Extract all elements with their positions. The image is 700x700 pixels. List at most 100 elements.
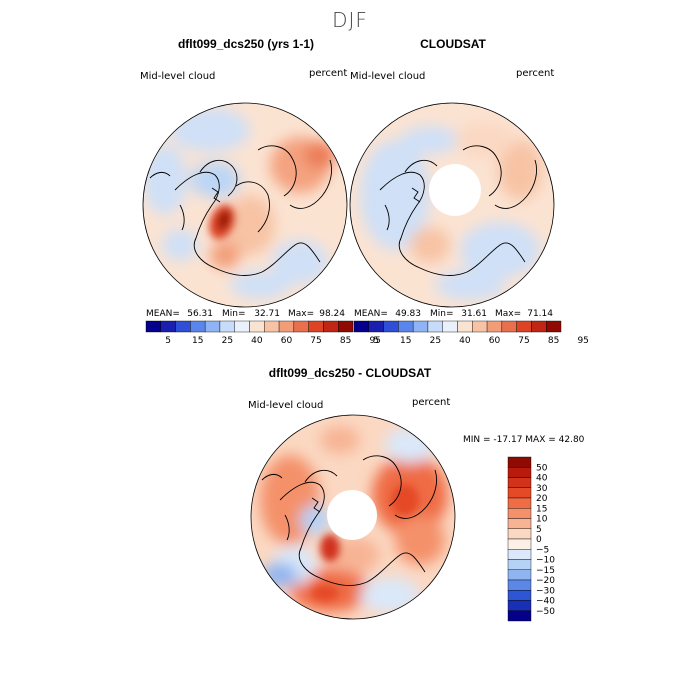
- colorbar-box: [507, 610, 532, 622]
- colorbar-tick-label: 75: [518, 336, 529, 346]
- panel-model-min-label: Min=: [222, 309, 246, 319]
- panel-model-coastlines: [149, 145, 333, 276]
- colorbar-box: [145, 320, 161, 333]
- colorbar-box: [516, 320, 532, 333]
- colorbar-box: [507, 518, 532, 529]
- colorbar-box: [507, 456, 532, 468]
- panel-model-max-value: 98.24: [319, 309, 345, 319]
- panel-model-units-label: percent: [309, 68, 347, 79]
- colorbar-tick-label: 15: [192, 336, 203, 346]
- colorbar-tick-label: −10: [536, 556, 555, 566]
- colorbar-tick-label: 40: [459, 336, 471, 346]
- panel-cloudsat-min-label: Min=: [430, 309, 454, 319]
- colorbar-box: [412, 320, 429, 333]
- panel-cloudsat-max-value: 71.14: [527, 309, 553, 319]
- panel-cloudsat-units-label: percent: [516, 68, 554, 79]
- colorbar-box: [160, 320, 176, 333]
- colorbar-tick-label: 75: [310, 336, 321, 346]
- colorbar-tick-label: 85: [548, 336, 559, 346]
- colorbar-box: [457, 320, 473, 333]
- panel-cloudsat-boundary: [349, 102, 555, 308]
- panel-cloudsat-max-label: Max=: [495, 309, 521, 319]
- colorbar-tick-label: 5: [165, 336, 171, 346]
- panel-cloudsat-coastlines: [379, 145, 538, 276]
- colorbar-box: [507, 549, 532, 560]
- colorbar-box: [442, 320, 458, 333]
- colorbar-box: [323, 320, 339, 333]
- panel-cloudsat-mean-label: MEAN=: [354, 309, 388, 319]
- panel-cloudsat-min-value: 31.61: [461, 309, 487, 319]
- colorbar-box: [507, 600, 532, 611]
- panel-model-stats: MEAN= 56.31 Min= 32.71 Max= 98.24: [146, 309, 345, 319]
- panel-model: dflt099_dcs250 (yrs 1-1) Mid-level cloud…: [140, 37, 381, 346]
- colorbar-tick-label: −30: [536, 586, 555, 596]
- colorbar-box: [338, 320, 354, 333]
- colorbar-box: [264, 320, 280, 333]
- panel-cloudsat: CLOUDSAT Mid-level cloud percent: [349, 37, 589, 346]
- colorbar-box: [219, 320, 235, 333]
- colorbar-tick-label: 50: [536, 463, 548, 473]
- colorbar-tick-label: 95: [369, 336, 380, 346]
- colorbar-box: [293, 320, 309, 333]
- panel-difference-title: dflt099_dcs250 - CLOUDSAT: [269, 366, 432, 380]
- colorbar-box: [507, 477, 532, 488]
- colorbar-box: [507, 569, 532, 581]
- panel-difference-map: [251, 415, 455, 619]
- colorbar-tick-label: −20: [536, 576, 555, 586]
- panel-model-map: [143, 103, 347, 307]
- panel-difference: dflt099_dcs250 - CLOUDSAT Mid-level clou…: [248, 366, 585, 622]
- colorbar-box: [249, 320, 265, 333]
- colorbar-box: [507, 487, 532, 499]
- colorbar-box: [278, 320, 295, 333]
- panel-difference-minmax: MIN = -17.17 MAX = 42.80: [463, 435, 585, 445]
- colorbar-tick-label: −5: [536, 545, 549, 555]
- colorbar-box: [190, 320, 206, 333]
- colorbar-box: [531, 320, 547, 333]
- panel-cloudsat-variable-label: Mid-level cloud: [350, 71, 425, 82]
- panel-model-colorbar: 5 15 25 40 60 75 85 95: [145, 320, 381, 346]
- colorbar-box: [507, 528, 532, 540]
- colorbar-tick-label: 10: [536, 515, 548, 525]
- colorbar-box: [353, 320, 369, 333]
- panel-cloudsat-map: [350, 103, 554, 307]
- colorbar-box: [204, 320, 221, 333]
- colorbar-tick-label: −15: [536, 566, 555, 576]
- panel-cloudsat-title: CLOUDSAT: [420, 37, 486, 51]
- colorbar-box: [383, 320, 399, 333]
- colorbar-box: [507, 579, 532, 591]
- colorbar-box: [507, 508, 532, 519]
- colorbar-tick-label: 60: [489, 336, 501, 346]
- colorbar-tick-label: 20: [536, 494, 548, 504]
- colorbar-tick-label: 95: [577, 336, 588, 346]
- colorbar-box: [507, 497, 532, 509]
- colorbar-tick-label: −40: [536, 597, 555, 607]
- colorbar-tick-label: 15: [536, 504, 547, 514]
- panel-model-max-label: Max=: [288, 309, 314, 319]
- panel-model-mean-value: 56.31: [187, 309, 213, 319]
- colorbar-box: [427, 320, 443, 333]
- colorbar-tick-label: 15: [400, 336, 411, 346]
- panel-difference-coastlines: [261, 455, 438, 586]
- panel-model-mean-label: MEAN=: [146, 309, 180, 319]
- panel-difference-boundary: [250, 414, 456, 620]
- colorbar-box: [368, 320, 384, 333]
- panel-cloudsat-mean-value: 49.83: [395, 309, 421, 319]
- colorbar-tick-label: 40: [251, 336, 263, 346]
- panel-model-variable-label: Mid-level cloud: [140, 71, 215, 82]
- colorbar-tick-label: 40: [536, 474, 548, 484]
- colorbar-tick-label: 25: [430, 336, 441, 346]
- panel-model-min-value: 32.71: [254, 309, 280, 319]
- colorbar-box: [308, 320, 324, 333]
- panel-difference-variable-label: Mid-level cloud: [248, 400, 323, 411]
- colorbar-tick-label: 60: [281, 336, 293, 346]
- colorbar-box: [234, 320, 250, 333]
- colorbar-box: [507, 559, 532, 570]
- colorbar-tick-label: −50: [536, 607, 555, 617]
- colorbar-box: [175, 320, 191, 333]
- panel-model-title: dflt099_dcs250 (yrs 1-1): [178, 37, 314, 51]
- panel-difference-units-label: percent: [412, 397, 450, 408]
- colorbar-tick-label: 5: [536, 525, 542, 535]
- colorbar-box: [486, 320, 503, 333]
